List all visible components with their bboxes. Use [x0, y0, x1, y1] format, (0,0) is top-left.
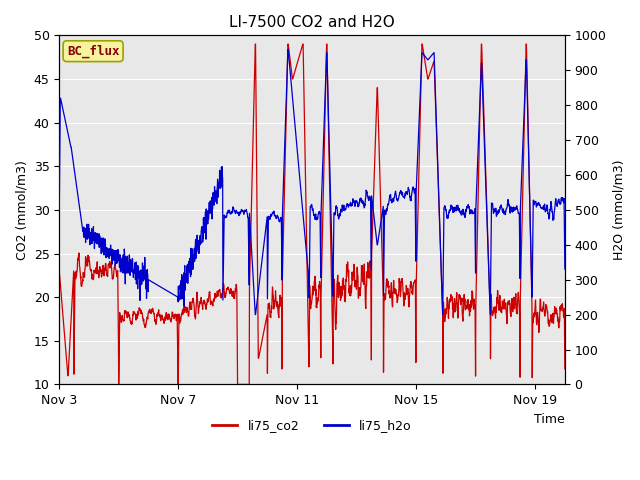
Title: LI-7500 CO2 and H2O: LI-7500 CO2 and H2O — [229, 15, 395, 30]
Y-axis label: CO2 (mmol/m3): CO2 (mmol/m3) — [15, 160, 28, 260]
Legend: li75_co2, li75_h2o: li75_co2, li75_h2o — [207, 415, 417, 437]
X-axis label: Time: Time — [534, 413, 565, 426]
Y-axis label: H2O (mmol/m3): H2O (mmol/m3) — [612, 160, 625, 260]
Text: BC_flux: BC_flux — [67, 45, 120, 58]
